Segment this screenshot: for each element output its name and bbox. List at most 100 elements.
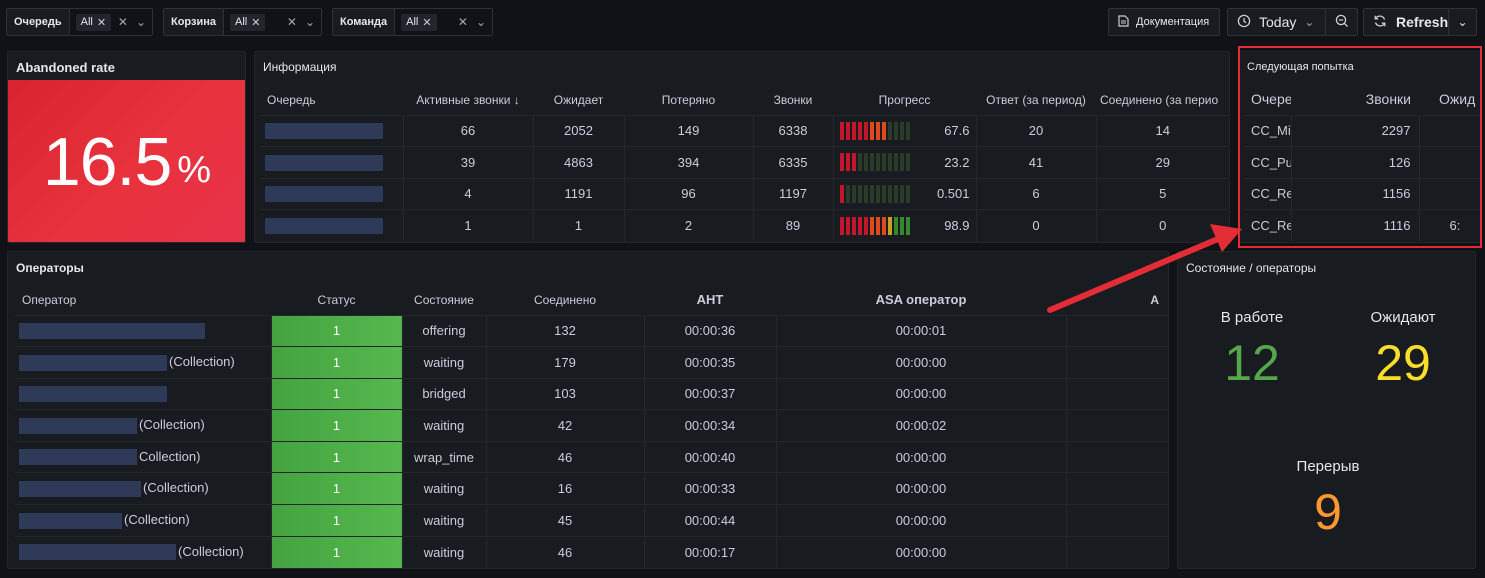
panel-title: Информация	[263, 60, 337, 74]
clear-icon[interactable]: ✕	[457, 15, 468, 29]
queue-cell: CC_Mis	[1243, 114, 1292, 147]
abandoned-rate-value: 16.5	[42, 123, 172, 200]
break-value: 9	[1314, 484, 1342, 540]
table-header-row: Оператор Статус Состояние Соединено AHT …	[15, 285, 1168, 315]
column-header-progress[interactable]: Прогресс	[878, 92, 931, 107]
variable-queue-chip[interactable]: All ✕	[75, 13, 112, 31]
operators-panel: Операторы Оператор Статус Состояние Соед…	[7, 251, 1169, 569]
progress-gauge	[839, 121, 910, 140]
column-header-active-calls[interactable]: Активные звонки ↓	[416, 92, 520, 107]
time-picker[interactable]: Today ⌄	[1227, 8, 1358, 36]
chevron-down-icon[interactable]: ⌄	[304, 15, 315, 29]
active-calls-cell: 39	[403, 146, 534, 178]
gauge-segment	[905, 121, 910, 140]
dashboard-toolbar: Очередь All ✕ ✕ ⌄ Корзина All ✕ ✕ ⌄ Ко	[0, 0, 1485, 44]
clear-icon[interactable]: ✕	[286, 15, 297, 29]
gauge-segment	[905, 153, 910, 172]
variable-team-chip[interactable]: All ✕	[401, 13, 437, 31]
in-work-stat: В работе 12	[1204, 309, 1300, 392]
extra-cell	[1066, 346, 1168, 379]
variable-basket-select[interactable]: All ✕ ✕ ⌄	[224, 9, 321, 35]
connected-cell: 46	[486, 440, 645, 473]
column-header-answered[interactable]: Ответ (за период)	[986, 92, 1086, 107]
operator-suffix: (Collection)	[139, 417, 205, 433]
refresh-button[interactable]: Refresh	[1364, 9, 1449, 35]
progress-value: 23.2	[944, 154, 970, 170]
asa-cell: 00:00:00	[776, 440, 1067, 473]
progress-cell: 0.501	[833, 177, 977, 210]
column-header-waiting[interactable]: Ожид	[1439, 90, 1476, 107]
table-row: Collection) 1 wrap_time 46 00:00:40 00:0…	[15, 440, 1168, 473]
gauge-segment	[869, 216, 874, 235]
variable-team[interactable]: Команда All ✕ ✕ ⌄	[332, 8, 493, 36]
table-row: (Collection) 1 waiting 42 00:00:34 00:00…	[15, 409, 1168, 442]
column-header-status[interactable]: Статус	[317, 292, 356, 307]
status-cell: 1	[271, 504, 403, 537]
table-row: 1 bridged 103 00:00:37 00:00:00	[15, 377, 1168, 410]
column-header-connected[interactable]: Соединено	[533, 292, 597, 307]
redacted-operator-name	[19, 323, 205, 340]
queue-cell: CC_Ret	[1243, 209, 1292, 241]
variable-basket[interactable]: Корзина All ✕ ✕ ⌄	[163, 8, 322, 36]
gauge-segment	[857, 184, 862, 203]
lost-cell: 394	[624, 146, 754, 178]
column-header-calls[interactable]: Звонки	[1365, 90, 1411, 107]
column-header-lost[interactable]: Потеряно	[661, 92, 716, 107]
chip-remove-icon[interactable]: ✕	[422, 16, 432, 29]
docs-button[interactable]: Документация	[1108, 8, 1220, 36]
table-row: (Collection) 1 waiting 16 00:00:33 00:00…	[15, 472, 1168, 505]
state-operators-panel: Состояние / операторы В работе 12 Ожидаю…	[1177, 251, 1476, 569]
connected-cell: 42	[486, 409, 645, 442]
column-header-calls[interactable]: Звонки	[773, 92, 813, 107]
variable-basket-chip-value: All	[235, 16, 248, 28]
extra-cell	[1066, 535, 1168, 568]
operator-cell: (Collection)	[15, 504, 272, 537]
variable-team-select[interactable]: All ✕ ✕ ⌄	[395, 9, 492, 35]
gauge-segment	[851, 184, 856, 203]
calls-cell: 1197	[753, 177, 834, 210]
chevron-down-icon[interactable]: ⌄	[475, 15, 486, 29]
column-header-waiting[interactable]: Ожидает	[553, 92, 604, 107]
chevron-down-icon: ⌄	[1304, 15, 1315, 29]
refresh-picker[interactable]: Refresh ⌄	[1363, 8, 1477, 36]
table-row: 39 4863 394 6335 23.2 41 29	[259, 146, 1229, 178]
variable-basket-chip[interactable]: All ✕	[230, 13, 266, 31]
redacted-operator-name	[19, 386, 167, 403]
column-header-extra[interactable]: A	[1150, 292, 1159, 307]
connected-cell: 29	[1096, 146, 1229, 178]
column-header-asa[interactable]: ASA оператор	[875, 292, 967, 308]
zoom-out-button[interactable]	[1326, 9, 1357, 35]
gauge-segment	[863, 121, 868, 140]
variable-queue[interactable]: Очередь All ✕ ✕ ⌄	[6, 8, 153, 36]
chip-remove-icon[interactable]: ✕	[96, 16, 107, 29]
chip-remove-icon[interactable]: ✕	[251, 16, 261, 29]
redacted-queue-name	[265, 123, 383, 140]
column-header-operator[interactable]: Оператор	[22, 292, 77, 307]
table-header-row: Очередь Активные звонки ↓ Ожидает Потеря…	[259, 85, 1229, 115]
column-header-connected[interactable]: Соединено (за перио	[1100, 92, 1219, 107]
redacted-operator-name	[19, 417, 137, 434]
column-header-queue[interactable]: Очередь	[267, 92, 316, 107]
clear-icon[interactable]: ✕	[117, 15, 128, 29]
connected-cell: 0	[1096, 209, 1229, 241]
time-range-button[interactable]: Today ⌄	[1228, 9, 1326, 35]
active-calls-cell: 66	[403, 114, 534, 147]
state-cell: wrap_time	[402, 440, 487, 473]
refresh-interval-dropdown[interactable]: ⌄	[1449, 9, 1476, 35]
gauge-segment	[881, 216, 886, 235]
calls-cell: 6335	[753, 146, 834, 178]
status-cell: 1	[271, 440, 403, 473]
column-header-state[interactable]: Состояние	[414, 292, 474, 307]
column-header-queue[interactable]: Очере	[1251, 90, 1291, 107]
table-row: 66 2052 149 6338 67.6 20 14	[259, 114, 1229, 147]
chevron-down-icon[interactable]: ⌄	[135, 15, 146, 29]
answered-cell: 20	[976, 114, 1097, 147]
abandoned-rate-panel: Abandoned rate 16.5 %	[7, 51, 246, 243]
queue-cell: CC_Ret	[1243, 177, 1292, 210]
column-header-aht[interactable]: AHT	[696, 292, 724, 308]
break-label: Перерыв	[1296, 458, 1360, 475]
answered-cell: 6	[976, 177, 1097, 210]
gauge-segment	[869, 184, 874, 203]
state-cell: offering	[402, 314, 487, 347]
variable-queue-select[interactable]: All ✕ ✕ ⌄	[69, 9, 152, 35]
